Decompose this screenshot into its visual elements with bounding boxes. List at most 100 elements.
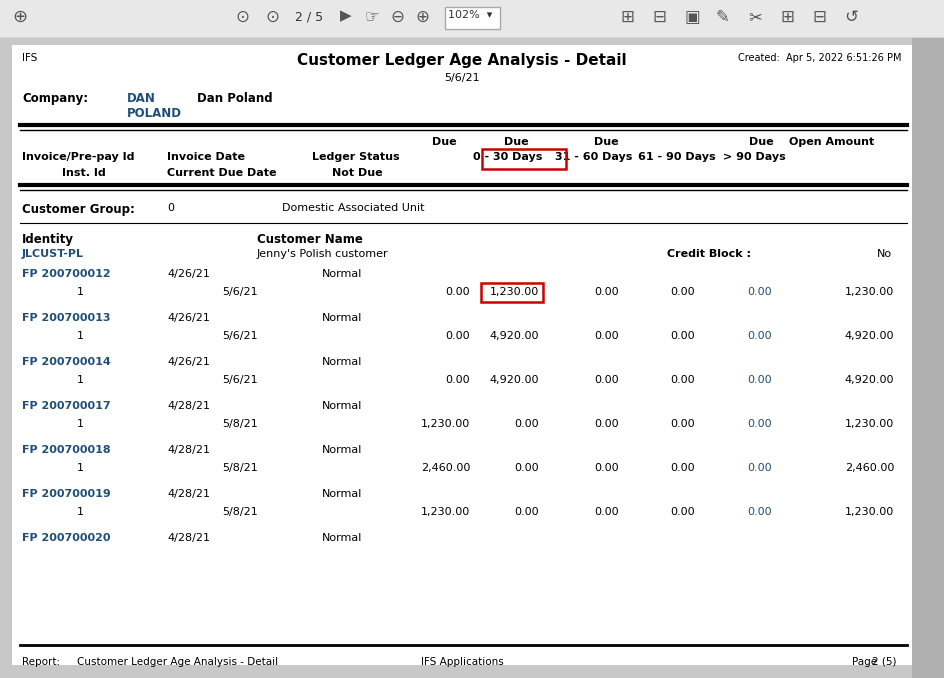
- Text: DAN: DAN: [126, 92, 156, 105]
- Text: Credit Block :: Credit Block :: [666, 249, 750, 259]
- Text: 2,460.00: 2,460.00: [844, 463, 893, 473]
- Text: 0.00: 0.00: [594, 507, 618, 517]
- Text: Due: Due: [431, 137, 456, 147]
- Text: 4/28/21: 4/28/21: [167, 401, 210, 411]
- Text: 0.00: 0.00: [747, 287, 771, 297]
- Text: ⊞: ⊞: [619, 8, 633, 26]
- Text: Normal: Normal: [322, 313, 362, 323]
- Text: No: No: [876, 249, 891, 259]
- Text: ↺: ↺: [843, 8, 857, 26]
- Text: 1,230.00: 1,230.00: [844, 287, 893, 297]
- Text: ☞: ☞: [364, 8, 379, 26]
- Text: 0.00: 0.00: [747, 507, 771, 517]
- Text: 4,920.00: 4,920.00: [844, 375, 893, 385]
- Text: FP 200700012: FP 200700012: [22, 269, 110, 279]
- Text: Normal: Normal: [322, 489, 362, 499]
- Text: 0.00: 0.00: [445, 375, 469, 385]
- Text: Report:: Report:: [22, 657, 60, 667]
- Text: IFS: IFS: [22, 53, 38, 63]
- Text: 1,230.00: 1,230.00: [420, 419, 469, 429]
- Text: 0.00: 0.00: [669, 419, 694, 429]
- Text: FP 200700017: FP 200700017: [22, 401, 110, 411]
- Text: ⊙: ⊙: [235, 8, 248, 26]
- Text: 31 - 60 Days: 31 - 60 Days: [555, 152, 632, 162]
- Text: Due: Due: [503, 137, 528, 147]
- Text: Customer Group:: Customer Group:: [22, 203, 135, 216]
- Text: 0.00: 0.00: [514, 507, 538, 517]
- Text: 4,920.00: 4,920.00: [489, 331, 538, 341]
- Text: ▣: ▣: [683, 8, 699, 26]
- Text: Not Due: Not Due: [331, 168, 382, 178]
- Text: Domestic Associated Unit: Domestic Associated Unit: [281, 203, 424, 213]
- Text: Page: Page: [851, 657, 876, 667]
- Text: ⊕: ⊕: [414, 8, 429, 26]
- Text: Normal: Normal: [322, 445, 362, 455]
- Text: 5/8/21: 5/8/21: [222, 507, 258, 517]
- Text: ✂: ✂: [748, 8, 761, 26]
- Text: ▶: ▶: [340, 8, 351, 23]
- Text: 5/6/21: 5/6/21: [222, 287, 258, 297]
- Text: POLAND: POLAND: [126, 107, 182, 120]
- Text: 4,920.00: 4,920.00: [844, 331, 893, 341]
- Text: 1,230.00: 1,230.00: [489, 287, 538, 297]
- Text: IFS Applications: IFS Applications: [420, 657, 503, 667]
- Text: Created:  Apr 5, 2022 6:51:26 PM: Created: Apr 5, 2022 6:51:26 PM: [737, 53, 901, 63]
- Text: 0.00: 0.00: [514, 463, 538, 473]
- Text: 0.00: 0.00: [669, 375, 694, 385]
- Text: 102%  ▾: 102% ▾: [447, 10, 492, 20]
- Text: Inst. Id: Inst. Id: [62, 168, 106, 178]
- Text: 0.00: 0.00: [594, 419, 618, 429]
- Bar: [911, 38, 944, 678]
- Text: Normal: Normal: [322, 533, 362, 543]
- Text: 0: 0: [167, 203, 174, 213]
- Text: 0.00: 0.00: [747, 331, 771, 341]
- Text: FP 200700018: FP 200700018: [22, 445, 110, 455]
- Text: 0.00: 0.00: [747, 375, 771, 385]
- Text: Due: Due: [594, 137, 618, 147]
- Text: Normal: Normal: [322, 357, 362, 367]
- Text: 0.00: 0.00: [514, 419, 538, 429]
- Text: 0.00: 0.00: [594, 287, 618, 297]
- Text: 0.00: 0.00: [594, 463, 618, 473]
- Text: 0.00: 0.00: [669, 287, 694, 297]
- Text: Normal: Normal: [322, 401, 362, 411]
- Text: 0.00: 0.00: [747, 463, 771, 473]
- Text: 5/6/21: 5/6/21: [222, 331, 258, 341]
- Text: FP 200700019: FP 200700019: [22, 489, 110, 499]
- Text: 5/6/21: 5/6/21: [444, 73, 480, 83]
- Text: 1: 1: [76, 331, 84, 341]
- Text: 1: 1: [76, 463, 84, 473]
- Text: 0.00: 0.00: [669, 507, 694, 517]
- Text: 4/28/21: 4/28/21: [167, 533, 210, 543]
- Text: 5/8/21: 5/8/21: [222, 419, 258, 429]
- Text: ⊖: ⊖: [390, 8, 403, 26]
- Text: 1,230.00: 1,230.00: [844, 507, 893, 517]
- Text: Normal: Normal: [322, 269, 362, 279]
- Text: Invoice Date: Invoice Date: [167, 152, 244, 162]
- Bar: [0, 0, 944, 38]
- Text: 2 (5): 2 (5): [871, 657, 896, 667]
- Text: Jenny's Polish customer: Jenny's Polish customer: [257, 249, 388, 259]
- Text: 4/28/21: 4/28/21: [167, 489, 210, 499]
- Text: Identity: Identity: [22, 233, 74, 246]
- Text: 0 - 30 Days: 0 - 30 Days: [473, 152, 542, 162]
- Text: 0.00: 0.00: [669, 331, 694, 341]
- Text: 4/26/21: 4/26/21: [167, 313, 210, 323]
- Text: Company:: Company:: [22, 92, 88, 105]
- Text: ⊞: ⊞: [779, 8, 793, 26]
- Text: 0.00: 0.00: [594, 331, 618, 341]
- Text: ⊙: ⊙: [264, 8, 278, 26]
- Text: > 90 Days: > 90 Days: [722, 152, 784, 162]
- Text: 4/26/21: 4/26/21: [167, 269, 210, 279]
- Text: ⊕: ⊕: [12, 8, 27, 26]
- Text: 0.00: 0.00: [594, 375, 618, 385]
- Text: 0.00: 0.00: [445, 287, 469, 297]
- Text: 0.00: 0.00: [747, 419, 771, 429]
- Text: 4/26/21: 4/26/21: [167, 357, 210, 367]
- Text: ⊟: ⊟: [811, 8, 825, 26]
- Text: 2 / 5: 2 / 5: [295, 10, 323, 23]
- Text: ⊟: ⊟: [651, 8, 666, 26]
- Text: Dan Poland: Dan Poland: [196, 92, 272, 105]
- Text: 1: 1: [76, 419, 84, 429]
- Bar: [445, 7, 499, 29]
